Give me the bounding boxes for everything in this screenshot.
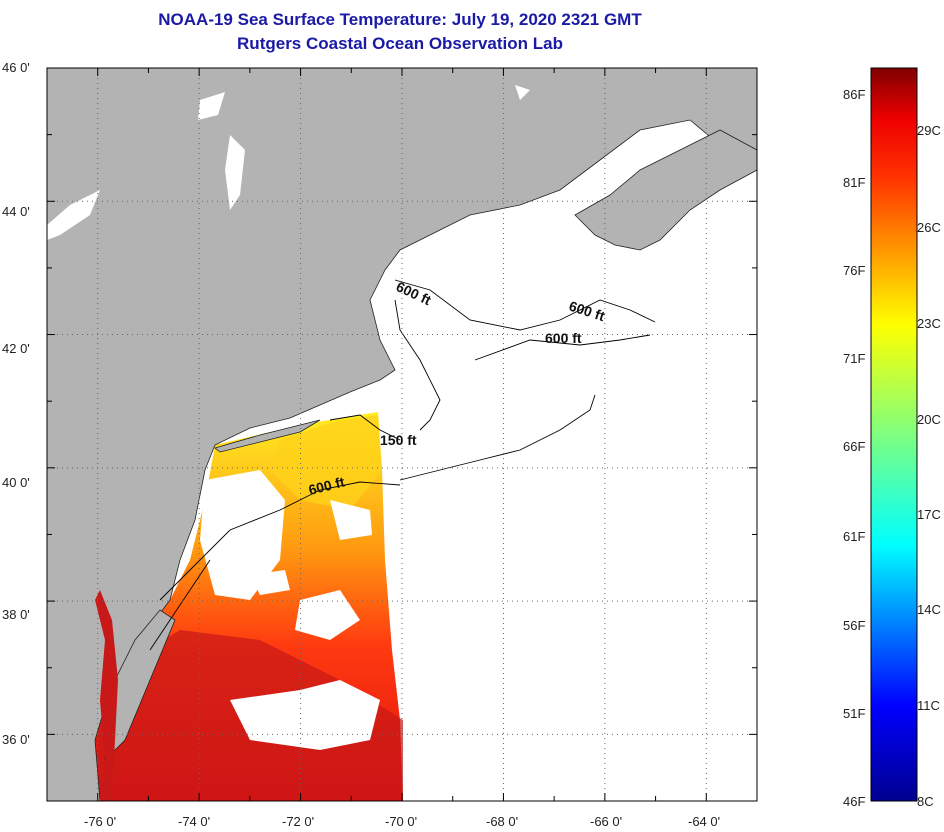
colorbar-label-c: 20C	[917, 412, 941, 427]
lat-tick-label: 42 0'	[2, 341, 30, 356]
colorbar-label-c: 26C	[917, 220, 941, 235]
colorbar-label-c: 11C	[917, 698, 940, 713]
colorbar-label-f: 71F	[843, 351, 865, 366]
inland-lakes	[47, 85, 530, 240]
colorbar-label-c: 14C	[917, 602, 941, 617]
cloud-patches	[112, 470, 380, 750]
map-subtitle: Rutgers Coastal Ocean Observation Lab	[237, 34, 563, 53]
lat-tick-label: 40 0'	[2, 475, 30, 490]
lat-tick-label: 36 0'	[2, 732, 30, 747]
lat-tick-label: 38 0'	[2, 607, 30, 622]
colorbar-label-c: 29C	[917, 123, 941, 138]
contour-label: 600 ft	[545, 330, 582, 346]
colorbar-label-f: 46F	[843, 794, 865, 809]
map-ticks	[46, 67, 758, 802]
colorbar-label-c: 8C	[917, 794, 934, 809]
colorbar-label-f: 81F	[843, 175, 865, 190]
bathymetry-contours	[149, 279, 656, 651]
colorbar	[870, 67, 918, 802]
contour-label: 150 ft	[380, 432, 417, 448]
lat-tick-label: 44 0'	[2, 204, 30, 219]
colorbar-label-c: 17C	[917, 507, 941, 522]
colorbar-label-f: 56F	[843, 618, 865, 633]
lon-tick-label: -70 0'	[385, 814, 417, 829]
map-title: NOAA-19 Sea Surface Temperature: July 19…	[158, 10, 642, 29]
chesapeake-bay	[95, 590, 118, 801]
lon-tick-label: -68 0'	[486, 814, 518, 829]
colorbar-label-f: 76F	[843, 263, 865, 278]
colorbar-label-f: 61F	[843, 529, 865, 544]
land	[47, 68, 757, 801]
lon-tick-label: -66 0'	[590, 814, 622, 829]
lat-tick-label: 46 0'	[2, 60, 30, 75]
colorbar-label-c: 23C	[917, 316, 941, 331]
colorbar-label-f: 86F	[843, 87, 865, 102]
sst-cool-zone	[270, 415, 382, 510]
colorbar-label-f: 51F	[843, 706, 865, 721]
map-grid	[47, 68, 757, 801]
lon-tick-label: -76 0'	[84, 814, 116, 829]
lon-tick-label: -64 0'	[688, 814, 720, 829]
lon-tick-label: -72 0'	[282, 814, 314, 829]
colorbar-label-f: 66F	[843, 439, 865, 454]
lon-tick-label: -74 0'	[178, 814, 210, 829]
